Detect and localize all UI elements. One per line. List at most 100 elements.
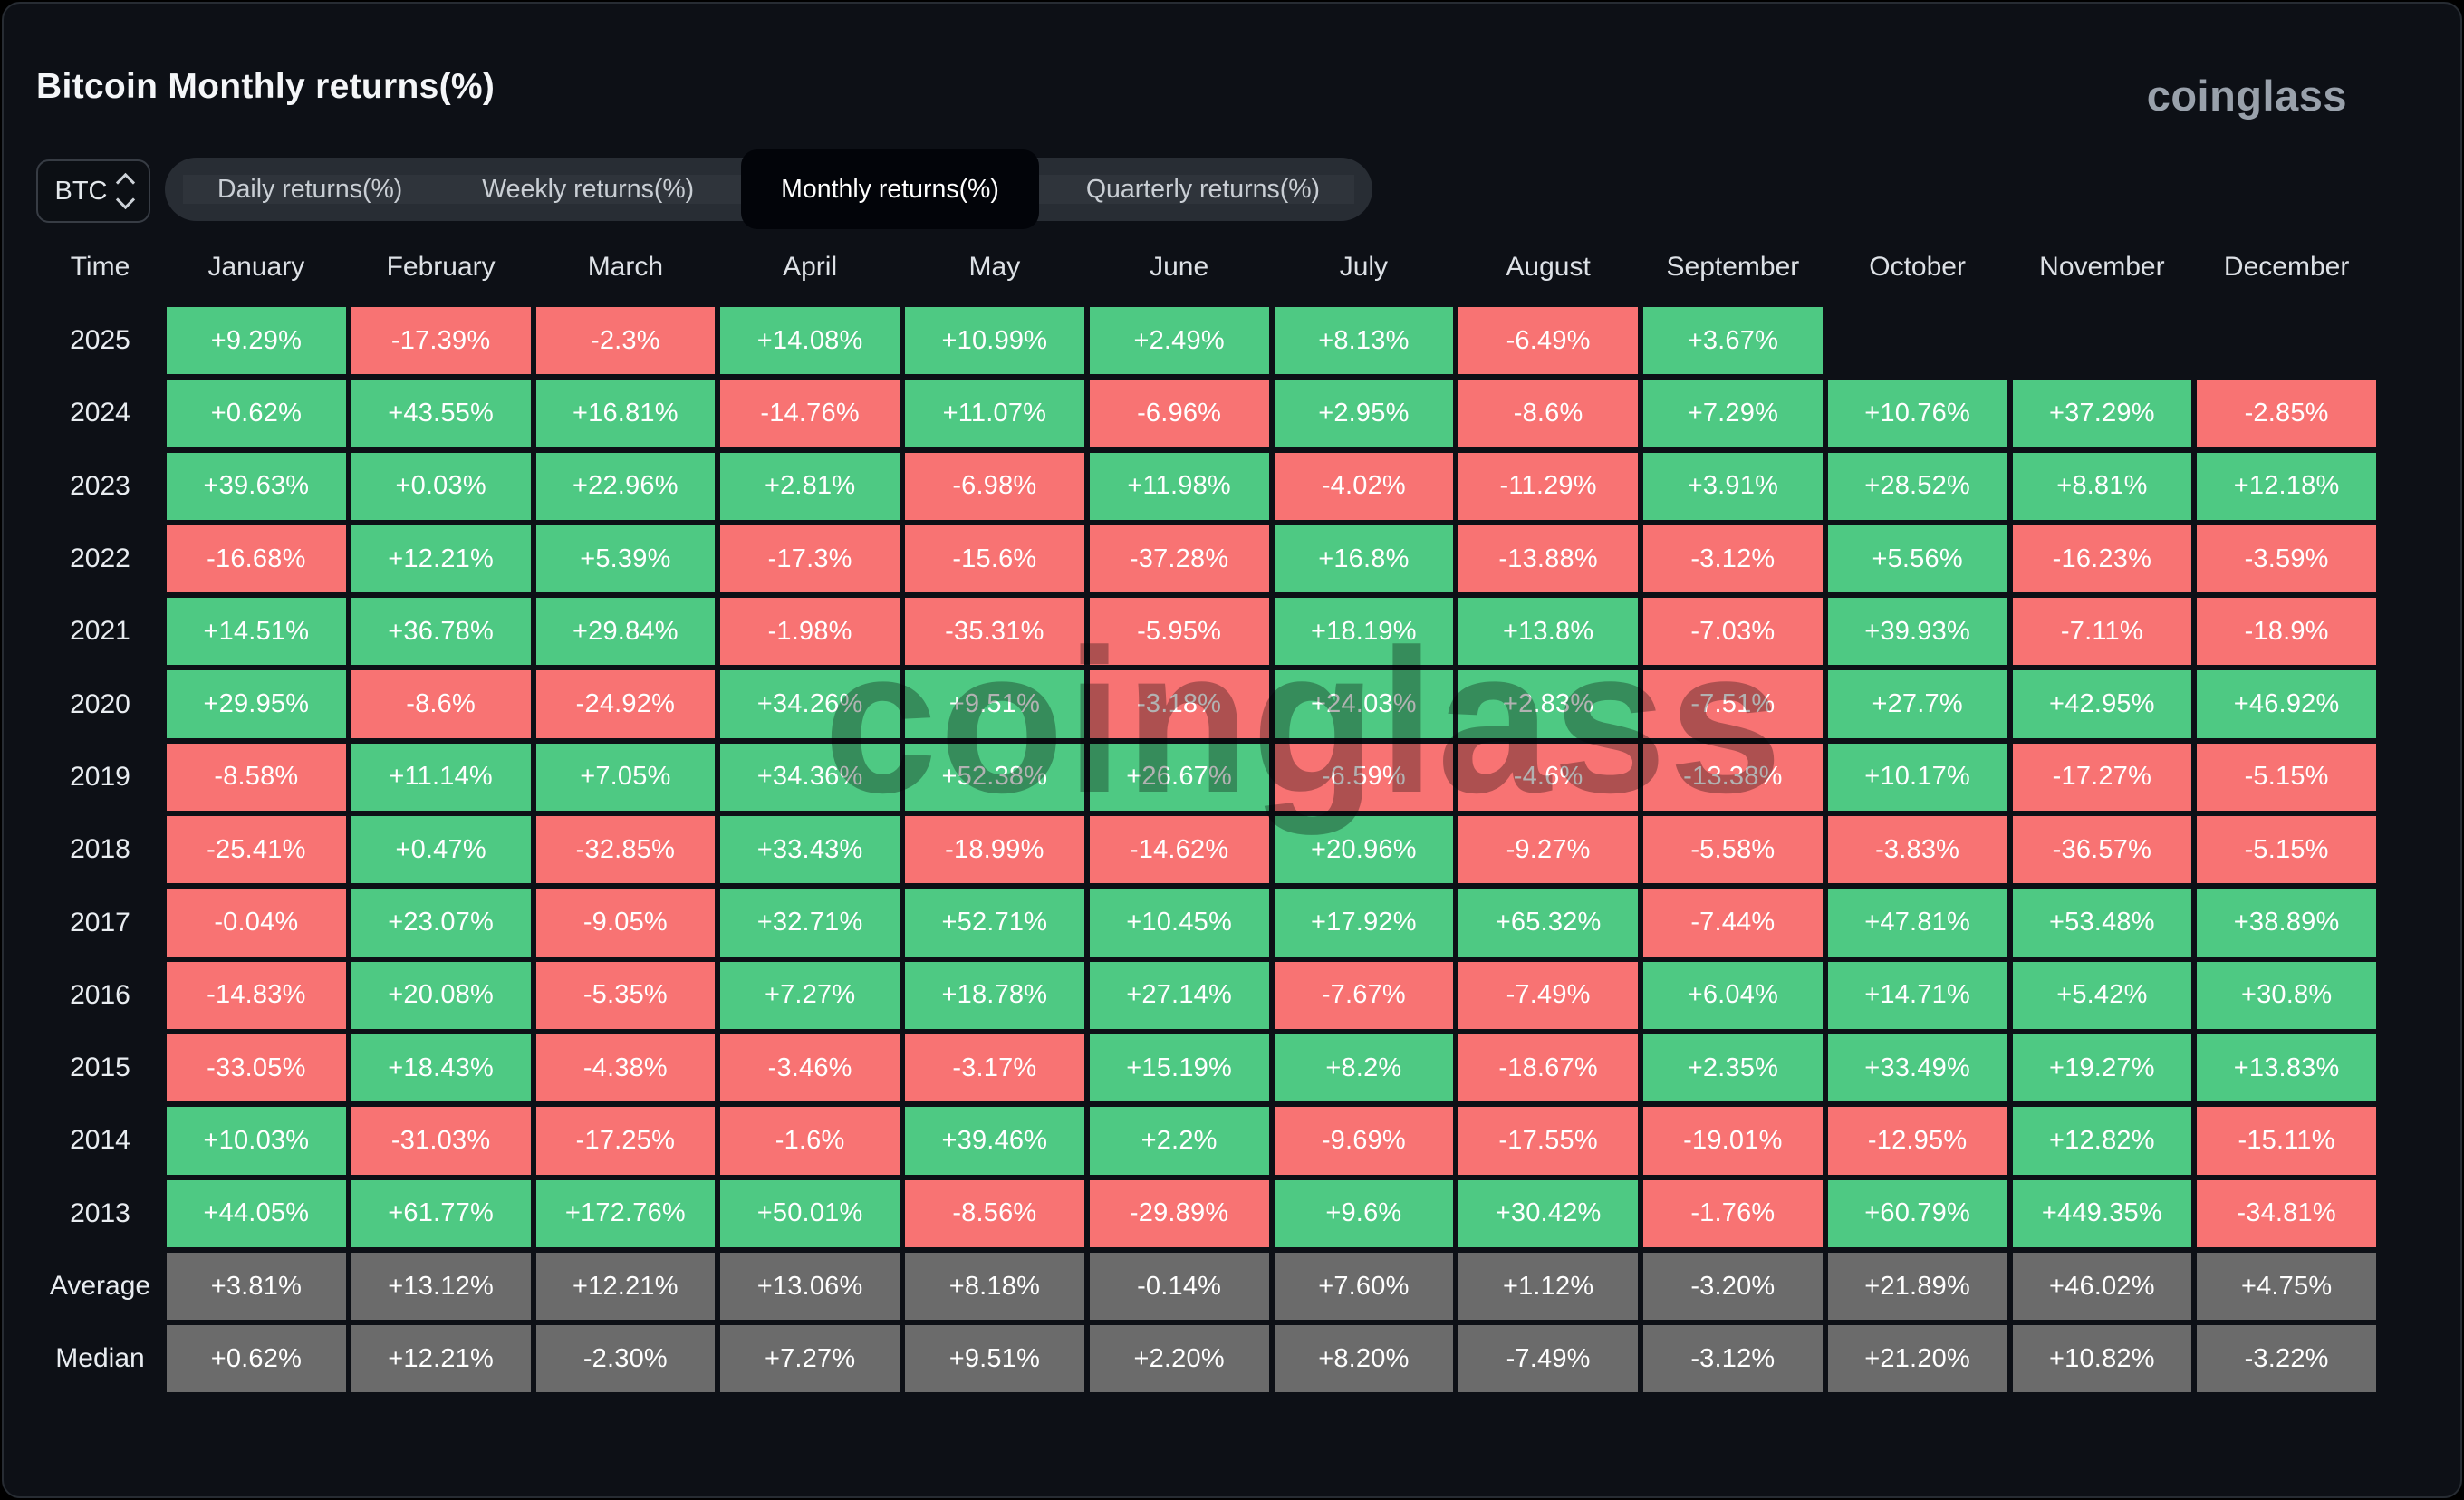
table-row: 2015 -33.05% +18.43% -4.38% -3.46% -3.17% +15.… (36, 1032, 2379, 1104)
return-cell: -3.18% (1089, 670, 1269, 738)
tab-weekly[interactable]: Weekly returns(%) (482, 174, 695, 204)
cell-slot: +21.89% (1825, 1250, 2010, 1322)
cell-slot: -1.76% (1641, 1178, 1825, 1250)
cell-slot: +14.51% (164, 595, 349, 668)
return-cell: -17.3% (720, 524, 900, 593)
return-cell: +23.07% (351, 889, 531, 957)
return-cell: +11.98% (1089, 452, 1269, 520)
cell-slot: +9.51% (902, 1322, 1087, 1395)
tab-daily[interactable]: Daily returns(%) (217, 174, 403, 204)
return-cell: +10.82% (2012, 1325, 2192, 1393)
return-cell: +2.2% (1089, 1107, 1269, 1175)
cell-slot: +29.84% (534, 595, 718, 668)
month-column-header: October (1869, 252, 1966, 282)
cell-slot: +4.75% (2194, 1250, 2379, 1322)
return-cell: -19.01% (1643, 1107, 1823, 1175)
return-cell: +24.03% (1274, 670, 1454, 738)
month-column-header: November (2039, 252, 2165, 282)
return-cell: -4.02% (1274, 452, 1454, 520)
cell-slot: +27.14% (1087, 959, 1272, 1032)
return-cell: +3.67% (1643, 307, 1823, 375)
return-cell: +17.92% (1274, 889, 1454, 957)
return-cell: +10.45% (1089, 889, 1269, 957)
return-cell: +21.89% (1827, 1252, 2007, 1321)
cell-slot: -3.12% (1641, 1322, 1825, 1395)
table-row: 2025 +9.29% -17.39% -2.3% +14.08% +10.99% +2.4… (36, 304, 2379, 377)
return-cell: -36.57% (2012, 816, 2192, 884)
return-cell: +29.84% (535, 598, 716, 666)
cell-slot: +7.29% (1641, 377, 1825, 449)
return-cell: +10.76% (1827, 380, 2007, 447)
return-cell: -1.6% (720, 1107, 900, 1175)
return-cell: +39.93% (1827, 598, 2007, 666)
return-cell: +61.77% (351, 1179, 531, 1247)
cell-slot (2194, 304, 2379, 377)
row-label: Median (55, 1343, 145, 1374)
cell-slot: +37.29% (2010, 377, 2195, 449)
cell-slot: -7.67% (1272, 959, 1457, 1032)
cell-slot: -17.55% (1456, 1104, 1641, 1177)
symbol-select[interactable]: BTC (36, 159, 150, 223)
cell-slot: -4.38% (534, 1032, 718, 1104)
return-cell: +8.2% (1274, 1034, 1454, 1102)
return-cell: -8.6% (1458, 380, 1638, 447)
tab-quarterly[interactable]: Quarterly returns(%) (1085, 174, 1321, 204)
return-cell: +46.02% (2012, 1252, 2192, 1321)
return-cell: +16.8% (1274, 524, 1454, 593)
cell-slot: -5.58% (1641, 813, 1825, 886)
cell-slot: +3.81% (164, 1250, 349, 1322)
cell-slot (2010, 304, 2195, 377)
return-cell: -0.04% (167, 889, 346, 957)
cell-slot: -9.69% (1272, 1104, 1457, 1177)
cell-slot: +1.12% (1456, 1250, 1641, 1322)
return-cell: -13.88% (1458, 524, 1638, 593)
cell-slot: -7.49% (1456, 1322, 1641, 1395)
cell-slot: -13.38% (1641, 741, 1825, 813)
return-cell: +18.78% (905, 961, 1084, 1029)
return-cell: -31.03% (351, 1107, 531, 1175)
return-cell: +39.63% (167, 452, 346, 520)
return-cell: +1.12% (1458, 1252, 1638, 1321)
return-cell: -11.29% (1458, 452, 1638, 520)
cell-slot: +60.79% (1825, 1178, 2010, 1250)
month-column-header: April (783, 252, 838, 282)
return-cell: +34.36% (720, 743, 900, 812)
return-cell: -3.46% (720, 1034, 900, 1102)
cell-slot: -32.85% (534, 813, 718, 886)
return-cell: -32.85% (535, 816, 716, 884)
cell-slot: -17.25% (534, 1104, 718, 1177)
cell-slot: +7.05% (534, 741, 718, 813)
return-cell: +52.38% (905, 743, 1084, 812)
return-cell: +3.81% (167, 1252, 346, 1321)
cell-slot: -3.22% (2194, 1322, 2379, 1395)
cell-slot: +0.62% (164, 377, 349, 449)
returns-table: Time January February March April May June July… (36, 230, 2379, 1395)
return-cell: +44.05% (167, 1179, 346, 1247)
cell-slot: -34.81% (2194, 1178, 2379, 1250)
cell-slot: +29.95% (164, 668, 349, 740)
cell-slot: +19.27% (2010, 1032, 2195, 1104)
return-cell: -6.96% (1089, 380, 1269, 447)
return-cell: +29.95% (167, 670, 346, 738)
cell-slot: +27.7% (1825, 668, 2010, 740)
return-cell: +18.19% (1274, 598, 1454, 666)
month-column-header: June (1150, 252, 1209, 282)
return-cell: -34.81% (2197, 1179, 2376, 1247)
return-cell: -3.59% (2197, 524, 2376, 593)
cell-slot: +24.03% (1272, 668, 1457, 740)
return-cell: -6.59% (1274, 743, 1454, 812)
return-cell: +14.51% (167, 598, 346, 666)
cell-slot: -0.14% (1087, 1250, 1272, 1322)
return-cell: +13.8% (1458, 598, 1638, 666)
tab-monthly[interactable]: Monthly returns(%) (741, 149, 1039, 229)
cell-slot: -15.11% (2194, 1104, 2379, 1177)
cell-slot: +33.49% (1825, 1032, 2010, 1104)
return-cell: -15.6% (905, 524, 1084, 593)
return-cell: +9.51% (905, 670, 1084, 738)
month-column-header: August (1506, 252, 1591, 282)
return-cell: +7.27% (720, 1325, 900, 1393)
cell-slot: +2.2% (1087, 1104, 1272, 1177)
return-cell: -16.23% (2012, 524, 2192, 593)
cell-slot: -6.96% (1087, 377, 1272, 449)
